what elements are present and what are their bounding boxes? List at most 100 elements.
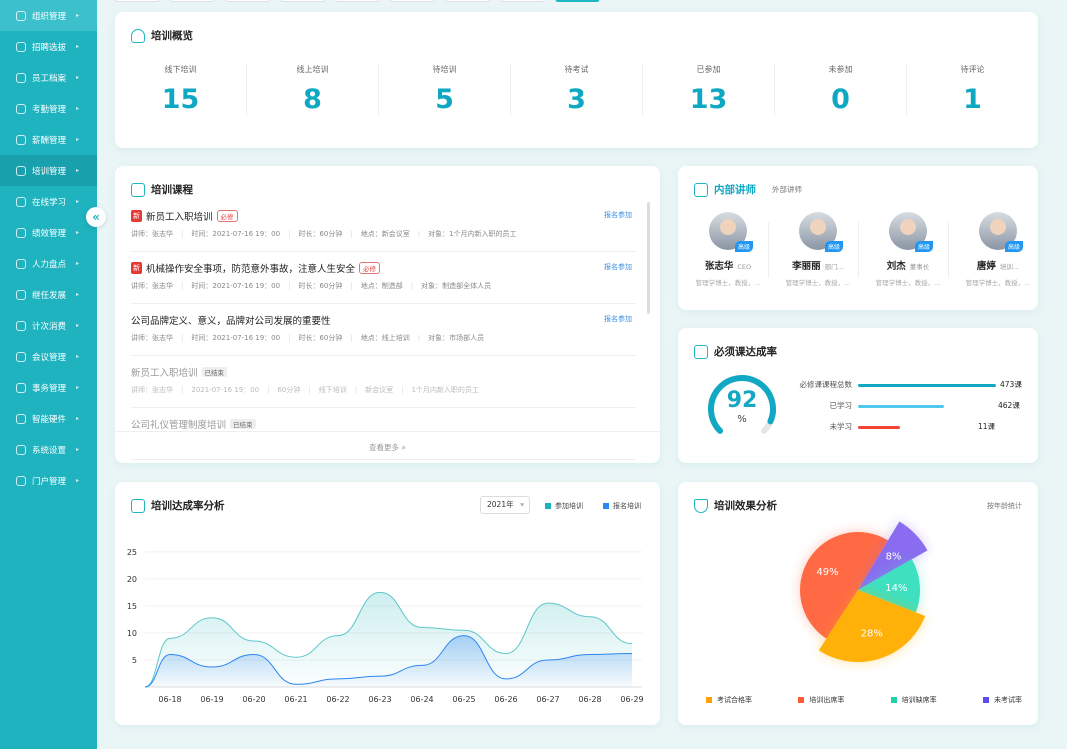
course-title[interactable]: 新员工入职培训 <box>146 212 213 223</box>
enroll-link[interactable]: 报名参加 <box>604 263 632 271</box>
legend-item[interactable]: 考试合格率 <box>706 695 752 705</box>
sidebar-item[interactable]: 系统设置 ▸ <box>0 434 97 465</box>
legend-item[interactable]: 培训出席率 <box>798 695 844 705</box>
top-tab[interactable] <box>390 0 435 2</box>
sidebar-item-label: 门户管理 <box>32 476 67 487</box>
top-tab[interactable] <box>115 0 160 2</box>
stat-item[interactable]: 已参加 13 <box>642 64 774 115</box>
sidebar-item[interactable]: 继任发展 ▸ <box>0 279 97 310</box>
stat-value: 8 <box>303 84 322 115</box>
top-tab[interactable] <box>280 0 325 2</box>
pie-slice[interactable] <box>858 559 920 613</box>
lecturer-card[interactable]: 高级 刘杰 董事长 管理学博士，教授，... <box>864 212 952 287</box>
required-rate-card: 必须课达成率 92 % 必修课课程总数 473课 已学习 462课 未学习 11课 <box>678 328 1038 463</box>
pie-slice[interactable] <box>800 532 889 639</box>
course-title[interactable]: 机械操作安全事项，防范意外事故，注意人生安全 <box>146 264 356 275</box>
lecturer-desc: 管理学博士，教授，... <box>875 279 941 287</box>
stat-label: 线上培训 <box>296 65 329 74</box>
scrollbar[interactable] <box>647 202 650 314</box>
stat-label: 待评论 <box>960 65 985 74</box>
lecturer-role: 部门... <box>824 263 844 271</box>
x-tick-label: 06-24 <box>410 695 433 704</box>
course-title[interactable]: 公司品牌定义、意义，品牌对公司发展的重要性 <box>131 316 331 327</box>
sidebar-item[interactable]: 在线学习 ▸ <box>0 186 97 217</box>
series-line[interactable] <box>144 635 633 688</box>
group-by-age-link[interactable]: 按年龄统计 <box>987 502 1022 510</box>
sidebar-item[interactable]: 会议管理 ▸ <box>0 341 97 372</box>
legend-item[interactable]: 未考试率 <box>982 695 1022 705</box>
sidebar-item[interactable]: 考勤管理 ▸ <box>0 93 97 124</box>
sidebar-item[interactable]: 计次消费 ▸ <box>0 310 97 341</box>
sidebar-item[interactable]: 培训管理 ▸ <box>0 155 97 186</box>
legend-item[interactable]: 参加培训 <box>545 501 583 511</box>
sidebar-item-label: 智能硬件 <box>32 414 67 425</box>
legend-item[interactable]: 报名培训 <box>603 501 641 511</box>
lecturers-card: 内部讲师 外部讲师 高级 张志华 CEO 管理学博士，教授，... 高级 李丽丽 部门... 管… <box>678 166 1038 310</box>
top-tab-active[interactable] <box>555 0 600 2</box>
stat-item[interactable]: 待评论 1 <box>906 64 1038 115</box>
pie-title: 培训效果分析 <box>714 500 777 512</box>
pie-slice[interactable] <box>818 590 926 662</box>
view-more-link[interactable]: 查看更多 » <box>115 431 660 463</box>
stat-item[interactable]: 线下培训 15 <box>115 64 246 115</box>
menu-icon <box>16 320 26 331</box>
y-tick-label: 20 <box>127 575 137 584</box>
sidebar-item[interactable]: 事务管理 ▸ <box>0 372 97 403</box>
tab-internal-lecturers[interactable]: 内部讲师 <box>714 184 756 196</box>
gauge-unit: % <box>737 414 747 425</box>
stat-value: 1 <box>963 84 982 115</box>
caret-right-icon: ▸ <box>76 477 80 484</box>
enroll-link[interactable]: 报名参加 <box>604 315 632 323</box>
lecturer-role: 培训... <box>999 263 1020 271</box>
top-tab[interactable] <box>170 0 215 2</box>
lecturer-desc: 管理学博士，教授，... <box>695 279 761 287</box>
sidebar-item[interactable]: 绩效管理 ▸ <box>0 217 97 248</box>
top-tabs <box>115 0 600 2</box>
legend-item[interactable]: 培训缺席率 <box>890 695 937 705</box>
sidebar-item[interactable]: 招聘选拔 ▸ <box>0 31 97 62</box>
stat-item[interactable]: 待培训 5 <box>378 64 510 115</box>
sidebar-item[interactable]: 员工档案 ▸ <box>0 62 97 93</box>
collapse-sidebar-button[interactable]: « <box>86 207 106 227</box>
year-select[interactable]: 2021年 <box>480 496 530 514</box>
x-tick-label: 06-27 <box>536 695 559 704</box>
top-tab[interactable] <box>445 0 490 2</box>
course-title[interactable]: 新员工入职培训 <box>131 368 198 379</box>
lecturer-card[interactable]: 高级 张志华 CEO 管理学博士，教授，... <box>684 212 772 287</box>
enroll-link[interactable]: 报名参加 <box>604 211 632 219</box>
course-title[interactable]: 公司礼仪管理制度培训 <box>131 420 227 431</box>
lecturer-card[interactable]: 高级 李丽丽 部门... 管理学博士，教授，... <box>774 212 862 287</box>
sidebar-item[interactable]: 门户管理 ▸ <box>0 465 97 496</box>
stat-item[interactable]: 未参加 0 <box>774 64 906 115</box>
lecturer-card[interactable]: 高级 唐婷 培训... 管理学博士，教授，... <box>954 212 1042 287</box>
lecturer-name: 张志华 <box>704 261 734 272</box>
top-tab[interactable] <box>335 0 380 2</box>
slice-label: 14% <box>885 583 907 594</box>
sidebar-item[interactable]: 组织管理 ▸ <box>0 0 97 31</box>
tab-external-lecturers[interactable]: 外部讲师 <box>772 185 802 194</box>
caret-right-icon: ▸ <box>76 353 80 360</box>
slice-label: 8% <box>886 551 902 562</box>
sidebar-item[interactable]: 薪酬管理 ▸ <box>0 124 97 155</box>
x-tick-label: 06-25 <box>452 695 475 704</box>
sidebar-item[interactable]: 人力盘点 ▸ <box>0 248 97 279</box>
pie-slice[interactable] <box>858 521 928 590</box>
top-tab[interactable] <box>225 0 270 2</box>
course-row[interactable]: 新机械操作安全事项，防范意外事故，注意人生安全必修讲师：张志华时间：2021-0… <box>131 252 636 304</box>
stat-item[interactable]: 线上培训 8 <box>246 64 378 115</box>
caret-right-icon: ▸ <box>76 74 80 81</box>
lecturer-desc: 管理学博士，教授，... <box>785 279 851 287</box>
series-line[interactable] <box>144 591 633 688</box>
chart-icon <box>131 498 145 513</box>
stat-value: 5 <box>435 84 454 115</box>
sidebar-item-label: 在线学习 <box>32 197 67 208</box>
sidebar-item[interactable]: 智能硬件 ▸ <box>0 403 97 434</box>
course-row[interactable]: 公司品牌定义、意义，品牌对公司发展的重要性讲师：张志华时间：2021-07-16… <box>131 304 636 356</box>
course-row[interactable]: 公司礼仪管理制度培训 已结束 <box>131 408 636 460</box>
stat-item[interactable]: 待考试 3 <box>510 64 642 115</box>
avatar: 高级 <box>979 212 1023 252</box>
menu-icon <box>16 103 26 114</box>
top-tab[interactable] <box>500 0 545 2</box>
